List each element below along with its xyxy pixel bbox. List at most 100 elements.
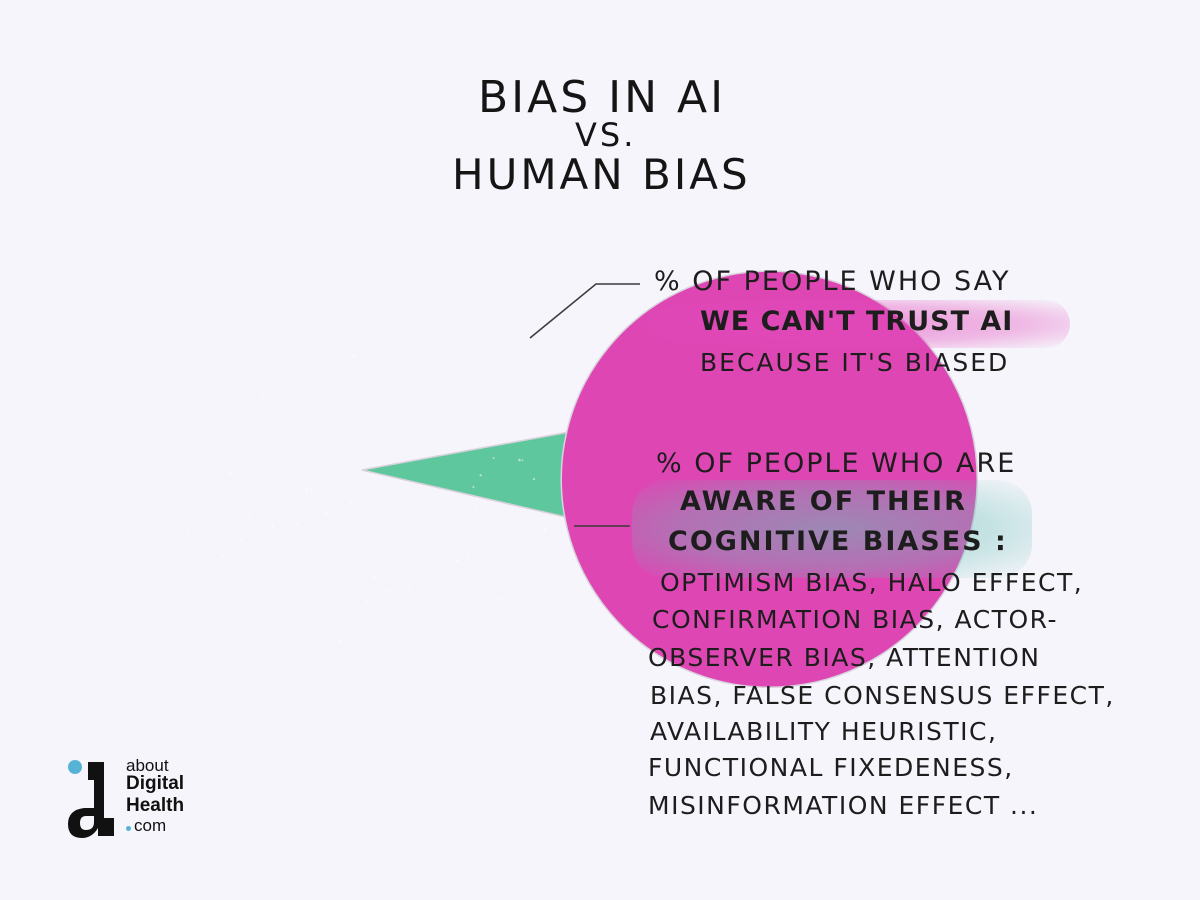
- pie-speckle: [528, 560, 531, 563]
- pie-speckle: [252, 435, 255, 438]
- slice-label-trust-ai-line-2: WE CAN'T TRUST AI: [700, 306, 1014, 337]
- logo-text-com: com: [134, 816, 167, 835]
- pie-speckle: [472, 485, 475, 489]
- pie-speckle: [172, 518, 176, 522]
- pie-speckle: [456, 559, 460, 563]
- logo-dot-icon: [126, 826, 131, 831]
- pie-speckle: [172, 470, 175, 473]
- pie-slices: [361, 270, 978, 688]
- leader-line-trust-ai: [529, 283, 640, 339]
- pie-speckle: [449, 310, 452, 312]
- pie-speckle: [385, 482, 389, 486]
- highlight-teal: [632, 480, 1032, 578]
- pie-speckle: [271, 524, 274, 528]
- pie-speckle: [375, 639, 378, 641]
- pie-speckle: [240, 539, 243, 542]
- pie-speckle: [374, 575, 377, 579]
- pie-speckle: [547, 431, 551, 434]
- pie-texture: [172, 284, 551, 644]
- chart-title-line-3: HUMAN BIAS: [452, 150, 751, 199]
- pie-speckle: [498, 433, 501, 436]
- bias-list-line: MISINFORMATION EFFECT ...: [648, 791, 1039, 820]
- pie-speckle: [295, 523, 299, 526]
- pie-speckle: [352, 366, 356, 370]
- pie-speckle: [462, 378, 465, 381]
- pie-speckle: [251, 449, 254, 452]
- bias-list-line: OBSERVER BIAS, ATTENTION: [648, 643, 1041, 672]
- pie-speckle: [182, 519, 186, 522]
- logo-text-health: Health: [126, 795, 185, 816]
- pie-speckle: [377, 352, 380, 355]
- pie-speckle: [358, 310, 361, 313]
- pie-speckle: [328, 314, 331, 317]
- pie-speckle: [352, 353, 356, 357]
- pie-speckle: [310, 472, 314, 475]
- slice-label-aware-line-3: COGNITIVE BIASES :: [668, 526, 1008, 557]
- bias-list-line: FUNCTIONAL FIXEDENESS,: [648, 753, 1014, 782]
- pie-speckle: [305, 490, 309, 493]
- pie-speckle: [315, 470, 318, 473]
- pie-speckle: [408, 587, 411, 591]
- pie-speckle: [387, 590, 391, 593]
- pie-speckle: [349, 500, 352, 504]
- bias-list-line: AVAILABILITY HEURISTIC,: [650, 717, 998, 746]
- pie-speckle: [232, 417, 235, 420]
- pie-speckle: [524, 556, 527, 560]
- pie-speckle: [442, 407, 444, 410]
- pie-speckle: [413, 529, 416, 532]
- pie-speckle: [247, 513, 251, 517]
- pie-speckle: [492, 457, 495, 460]
- bias-list-line: BIAS, FALSE CONSENSUS EFFECT,: [650, 681, 1115, 710]
- bias-list-line: CONFIRMATION BIAS, ACTOR-: [652, 605, 1058, 634]
- logo-mark-icon: [68, 760, 114, 838]
- highlight-pink: [648, 300, 1070, 348]
- pie-speckle: [210, 414, 213, 417]
- pie-speckle: [310, 488, 313, 492]
- pie-speckle: [466, 555, 470, 558]
- slice-label-aware-line-1: % OF PEOPLE WHO ARE: [656, 448, 1017, 479]
- pie-speckle: [361, 293, 364, 296]
- logo-text-digital: Digital: [126, 773, 185, 794]
- pie-speckle: [229, 472, 233, 475]
- pie-speckle: [497, 597, 500, 600]
- pie-speckle: [474, 507, 478, 510]
- pie-speckle: [262, 312, 265, 315]
- pie-speckle: [543, 527, 546, 531]
- pie-speckle: [521, 459, 524, 462]
- pie-speckle: [479, 474, 482, 477]
- pie-speckle: [221, 554, 225, 557]
- pie-speckle: [469, 437, 472, 440]
- logo-text-about: about: [126, 756, 169, 775]
- pie-slice: [361, 431, 568, 518]
- pie-speckle: [400, 398, 403, 400]
- pie-speckle: [480, 388, 483, 391]
- slice-label-trust-ai-line-1: % OF PEOPLE WHO SAY: [654, 266, 1011, 297]
- pie-speckle: [213, 478, 215, 480]
- pie-speckle: [365, 600, 369, 603]
- pie-speckle: [236, 509, 238, 511]
- slice-label-trust-ai-line-3: BECAUSE IT'S BIASED: [700, 348, 1010, 377]
- pie-speckle: [454, 606, 458, 609]
- pie-speckle: [186, 532, 189, 536]
- pie-speckle: [311, 376, 314, 379]
- pie-speckle: [319, 428, 322, 431]
- pie-speckle: [325, 511, 329, 514]
- pie-speckle: [330, 423, 333, 426]
- pie-speckle: [325, 396, 327, 399]
- chart-title-line-2: VS.: [575, 116, 637, 154]
- pie-speckle: [518, 458, 521, 462]
- bias-list-line: OPTIMISM BIAS, HALO EFFECT,: [660, 568, 1084, 597]
- pie-speckle: [532, 478, 536, 481]
- pie-speckle: [292, 482, 295, 485]
- pie-speckle: [404, 284, 408, 287]
- pie-speckle: [338, 640, 342, 644]
- pie-speckle: [260, 393, 264, 396]
- about-digital-health-logo: about Digital Health com: [66, 756, 206, 844]
- pie-speckle: [406, 494, 408, 497]
- pie-speckle: [304, 487, 307, 490]
- chart-title-line-1: BIAS IN AI: [478, 72, 727, 123]
- slice-label-aware-line-2: AWARE OF THEIR: [680, 486, 967, 517]
- pie-speckle: [376, 630, 379, 633]
- pie-speckle: [319, 409, 322, 412]
